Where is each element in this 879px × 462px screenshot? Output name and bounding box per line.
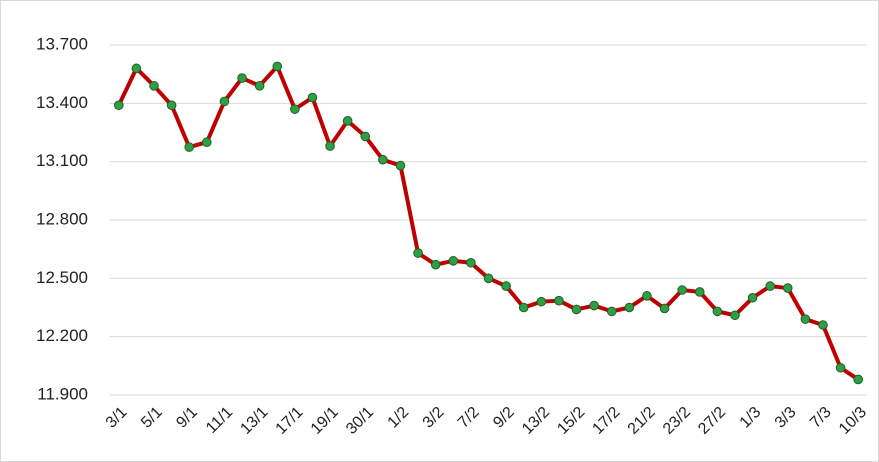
marker xyxy=(290,104,300,114)
marker xyxy=(659,303,670,314)
marker xyxy=(747,292,758,303)
marker xyxy=(589,300,599,311)
marker xyxy=(800,314,811,324)
marker xyxy=(307,92,318,103)
marker xyxy=(184,142,195,152)
marker xyxy=(606,306,617,317)
marker xyxy=(114,100,124,111)
marker xyxy=(694,287,705,297)
marker xyxy=(466,257,476,268)
marker xyxy=(677,285,687,295)
y-tick-label: 13.100 xyxy=(36,151,88,170)
marker xyxy=(448,256,459,266)
y-tick-label: 12.500 xyxy=(36,268,88,287)
marker xyxy=(360,131,371,142)
marker xyxy=(219,96,230,107)
marker xyxy=(571,304,582,315)
y-tick-label: 13.400 xyxy=(36,93,88,112)
marker xyxy=(430,259,441,270)
plot xyxy=(114,61,863,385)
marker xyxy=(342,116,353,126)
y-tick-label: 13.700 xyxy=(36,34,88,53)
marker xyxy=(765,281,775,291)
marker xyxy=(272,61,283,72)
marker xyxy=(325,141,335,151)
marker xyxy=(518,302,529,313)
marker xyxy=(782,283,793,293)
y-tick-label: 12.800 xyxy=(36,209,88,228)
marker xyxy=(413,248,423,258)
marker xyxy=(483,273,494,284)
marker xyxy=(818,320,828,330)
marker xyxy=(853,374,863,385)
marker xyxy=(624,302,635,313)
marker xyxy=(642,291,652,301)
marker xyxy=(395,160,406,171)
grid xyxy=(110,44,867,396)
marker xyxy=(378,154,388,165)
marker xyxy=(536,296,547,307)
marker xyxy=(254,81,265,91)
marker xyxy=(149,81,159,91)
marker xyxy=(835,362,846,373)
marker xyxy=(554,295,564,306)
marker xyxy=(202,137,212,148)
marker xyxy=(730,310,740,321)
marker xyxy=(712,306,723,317)
marker xyxy=(501,281,511,291)
y-tick-label: 11.900 xyxy=(37,384,88,403)
marker xyxy=(237,73,247,83)
marker xyxy=(131,63,142,74)
marker xyxy=(166,100,177,111)
y-tick-label: 12.200 xyxy=(36,326,88,345)
